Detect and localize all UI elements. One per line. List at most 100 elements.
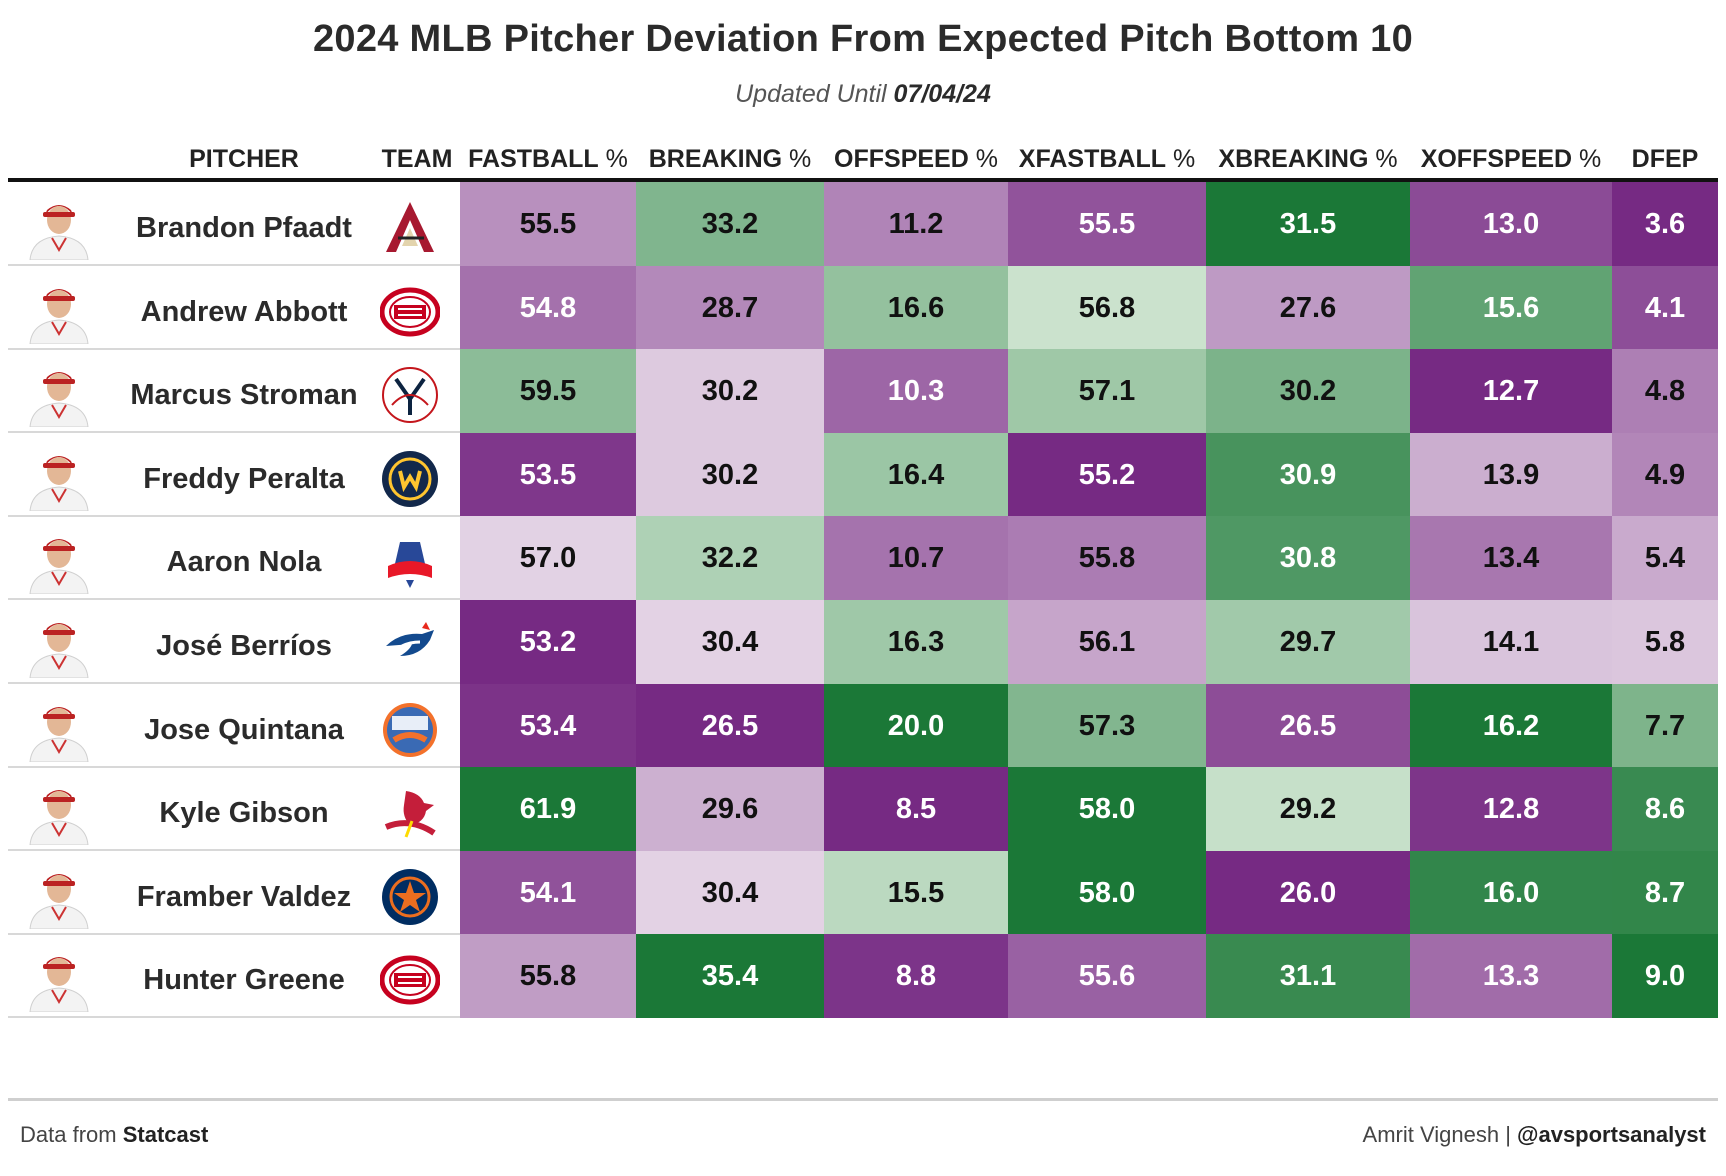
value-cell-xfastball: 55.8 [1008, 516, 1206, 601]
value-cell-fastball: 53.2 [460, 600, 636, 684]
table-row: Jose Quintana 53.4 26.5 20.0 57.3 26.5 16.2 7.7 [8, 683, 1718, 776]
astros-logo-icon [380, 867, 440, 927]
author-name: Amrit Vignesh | [1362, 1122, 1518, 1147]
value-cell-xbreaking: 30.8 [1206, 516, 1410, 601]
value-cell-xoffspeed: 13.3 [1410, 934, 1612, 1019]
value-cell-xbreaking: 26.5 [1206, 683, 1410, 768]
value-cell-xfastball: 57.3 [1008, 683, 1206, 768]
reds-logo-icon [379, 950, 441, 1010]
value-cell-xfastball: 58.0 [1008, 767, 1206, 852]
player-headshot-icon [24, 863, 94, 930]
value-cell-offspeed: 10.3 [824, 349, 1008, 434]
row-divider [8, 347, 460, 350]
chart-subtitle: Updated Until 07/04/24 [0, 80, 1726, 109]
value-cell-dfep: 9.0 [1612, 934, 1718, 1019]
header-label: XBREAKING [1218, 145, 1369, 173]
row-divider [8, 849, 460, 852]
yankees-logo-icon [380, 365, 440, 425]
pitcher-name: Brandon Pfaadt [136, 212, 352, 244]
pitcher-name: Kyle Gibson [159, 797, 329, 830]
player-headshot-icon [24, 278, 94, 345]
value-cell-breaking: 28.7 [636, 265, 824, 350]
value-cell-dfep: 8.7 [1612, 850, 1718, 935]
player-headshot-icon [24, 361, 94, 428]
value-cell-fastball: 57.0 [460, 516, 636, 601]
header-unit: % [1368, 145, 1398, 173]
table-row: Framber Valdez 54.1 30.4 15.5 58.0 26.0 16.0 8.… [8, 850, 1718, 943]
header-fastball: FASTBALL % [460, 134, 636, 184]
header-unit: % [1572, 145, 1602, 173]
value-cell-xbreaking: 29.2 [1206, 767, 1410, 852]
pitcher-name: Hunter Greene [143, 964, 345, 997]
value-cell-fastball: 59.5 [460, 349, 636, 434]
table-row: Kyle Gibson 61.9 29.6 8.5 58.0 29.2 12.8 8.6 [8, 767, 1718, 859]
table-row: Hunter Greene 55.8 35.4 8.8 55.6 31.1 13.3 9.0 [8, 934, 1718, 1026]
value-cell-fastball: 53.4 [460, 683, 636, 768]
value-cell-offspeed: 16.4 [824, 432, 1008, 517]
row-divider [8, 765, 460, 768]
value-cell-fastball: 54.8 [460, 265, 636, 350]
value-cell-dfep: 8.6 [1612, 767, 1718, 852]
row-divider [8, 598, 460, 601]
value-cell-xfastball: 55.5 [1008, 182, 1206, 266]
value-cell-breaking: 30.4 [636, 600, 824, 684]
value-cell-xfastball: 55.6 [1008, 934, 1206, 1019]
value-cell-offspeed: 20.0 [824, 683, 1008, 768]
value-cell-xfastball: 56.8 [1008, 265, 1206, 350]
value-cell-fastball: 61.9 [460, 767, 636, 852]
value-cell-offspeed: 16.3 [824, 600, 1008, 684]
table-row: Andrew Abbott 54.8 28.7 16.6 56.8 27.6 15.6 4.1 [8, 265, 1718, 358]
header-xbreaking: XBREAKING % [1206, 134, 1410, 184]
author-credit: Amrit Vignesh | @avsportsanalyst [1363, 1122, 1706, 1148]
value-cell-breaking: 30.2 [636, 432, 824, 517]
pitcher-name: Marcus Stroman [130, 379, 358, 412]
value-cell-fastball: 54.1 [460, 850, 636, 935]
player-headshot-icon [24, 445, 94, 512]
value-cell-fastball: 55.8 [460, 934, 636, 1019]
value-cell-breaking: 32.2 [636, 516, 824, 601]
header-xfastball: XFASTBALL % [1008, 134, 1206, 184]
value-cell-dfep: 5.8 [1612, 600, 1718, 684]
value-cell-xoffspeed: 13.4 [1410, 516, 1612, 601]
header-unit: % [968, 145, 998, 173]
value-cell-breaking: 29.6 [636, 767, 824, 852]
player-headshot-icon [24, 528, 94, 595]
value-cell-offspeed: 16.6 [824, 265, 1008, 350]
value-cell-dfep: 4.8 [1612, 349, 1718, 434]
player-headshot-icon [24, 194, 94, 261]
row-divider [8, 1016, 460, 1019]
table-row: Freddy Peralta 53.5 30.2 16.4 55.2 30.9 13.9 4.… [8, 432, 1718, 525]
value-cell-xoffspeed: 12.7 [1410, 349, 1612, 434]
value-cell-breaking: 35.4 [636, 934, 824, 1019]
pitcher-name: Framber Valdez [136, 880, 352, 913]
value-cell-xoffspeed: 16.0 [1410, 850, 1612, 935]
value-cell-dfep: 3.6 [1612, 182, 1718, 266]
value-cell-breaking: 33.2 [636, 182, 824, 266]
row-divider [8, 514, 460, 517]
value-cell-offspeed: 8.5 [824, 767, 1008, 852]
brewers-logo-icon [380, 449, 440, 509]
row-divider [8, 932, 460, 935]
value-cell-xbreaking: 30.2 [1206, 349, 1410, 434]
value-cell-xfastball: 55.2 [1008, 432, 1206, 517]
header-label: BREAKING [648, 145, 783, 173]
subtitle-date: 07/04/24 [893, 80, 991, 108]
value-cell-xbreaking: 29.7 [1206, 600, 1410, 684]
cardinals-logo-icon [380, 783, 440, 843]
chart-title: 2024 MLB Pitcher Deviation From Expected… [312, 18, 1414, 60]
value-cell-xbreaking: 27.6 [1206, 265, 1410, 350]
value-cell-dfep: 4.1 [1612, 265, 1718, 350]
pitcher-name: Freddy Peralta [143, 462, 345, 495]
header-label: FASTBALL [468, 145, 599, 173]
value-cell-xoffspeed: 13.0 [1410, 182, 1612, 266]
value-cell-offspeed: 8.8 [824, 934, 1008, 1019]
blue-jays-logo-icon [380, 616, 440, 676]
header-label: DFEP [1631, 145, 1699, 173]
value-cell-fastball: 53.5 [460, 432, 636, 517]
value-cell-offspeed: 10.7 [824, 516, 1008, 601]
diamondbacks-logo-icon [380, 198, 440, 258]
value-cell-xoffspeed: 16.2 [1410, 683, 1612, 768]
value-cell-xoffspeed: 13.9 [1410, 432, 1612, 517]
header-offspeed: OFFSPEED % [824, 134, 1008, 184]
table-row: Aaron Nola 57.0 32.2 10.7 55.8 30.8 13.4 5.4 [8, 516, 1718, 608]
